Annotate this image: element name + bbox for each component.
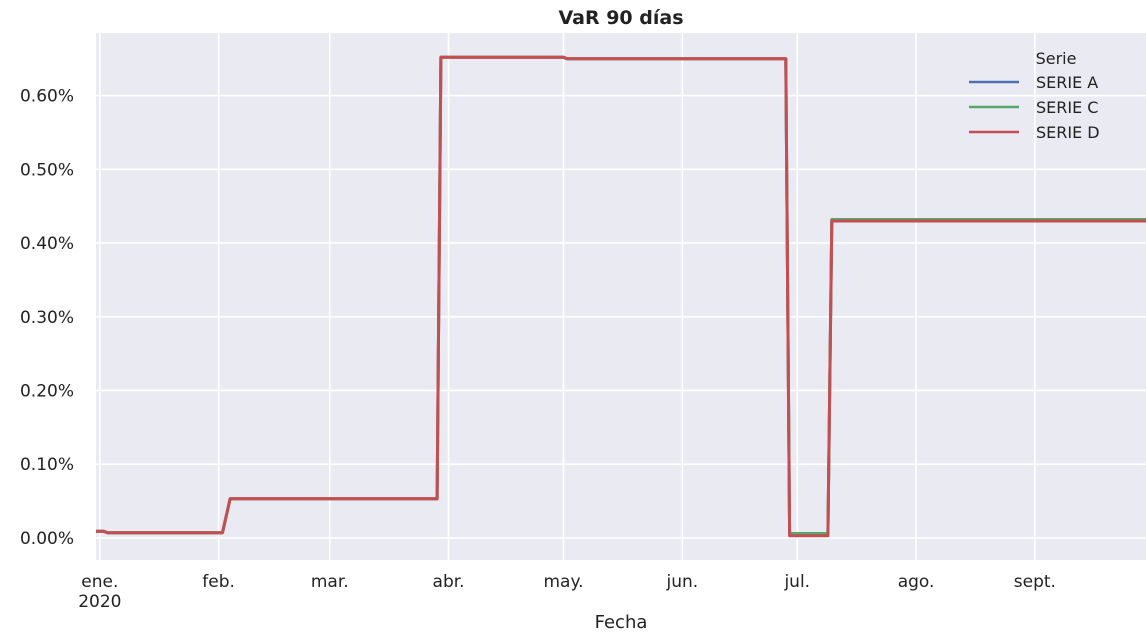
y-tick-label: 0.50% (20, 160, 74, 180)
x-tick-label: sept. (1014, 572, 1056, 592)
x-tick-label: ene. (81, 572, 118, 592)
x-axis-label: Fecha (595, 612, 648, 633)
series-line-serie-d (96, 55, 1146, 538)
y-tick-label: 0.40% (20, 234, 74, 254)
chart-title: VaR 90 días (558, 7, 683, 29)
y-tick-label: 0.60% (20, 87, 74, 107)
y-tick-label: 0.00% (20, 529, 74, 549)
x-tick-label: jun. (665, 572, 698, 592)
legend-label: SERIE D (1036, 123, 1100, 142)
legend-label: SERIE A (1036, 73, 1098, 92)
y-tick-label: 0.30% (20, 308, 74, 328)
x-tick-label: ago. (898, 572, 935, 592)
legend: Serie SERIE A SERIE C SERIE D (969, 49, 1100, 142)
x-tick-label: abr. (433, 572, 465, 592)
x-tick-label: feb. (202, 572, 235, 592)
series-lines (96, 55, 1146, 538)
y-tick-label: 0.10% (20, 455, 74, 475)
y-tick-label: 0.20% (20, 381, 74, 401)
x-tick-label: mar. (311, 572, 349, 592)
x-tick-sublabel: 2020 (78, 592, 121, 612)
x-axis-ticks: ene.2020 feb. mar. abr. may. jun. jul. ago. sept… (78, 572, 1056, 612)
legend-label: SERIE C (1036, 98, 1098, 117)
grid (96, 33, 1146, 560)
legend-title: Serie (1036, 49, 1077, 68)
x-tick-label: jul. (783, 572, 810, 592)
plot-area (96, 33, 1146, 560)
x-tick-label: may. (544, 572, 584, 592)
y-axis-ticks: 0.00% 0.10% 0.20% 0.30% 0.40% 0.50% 0.60% (20, 87, 74, 549)
